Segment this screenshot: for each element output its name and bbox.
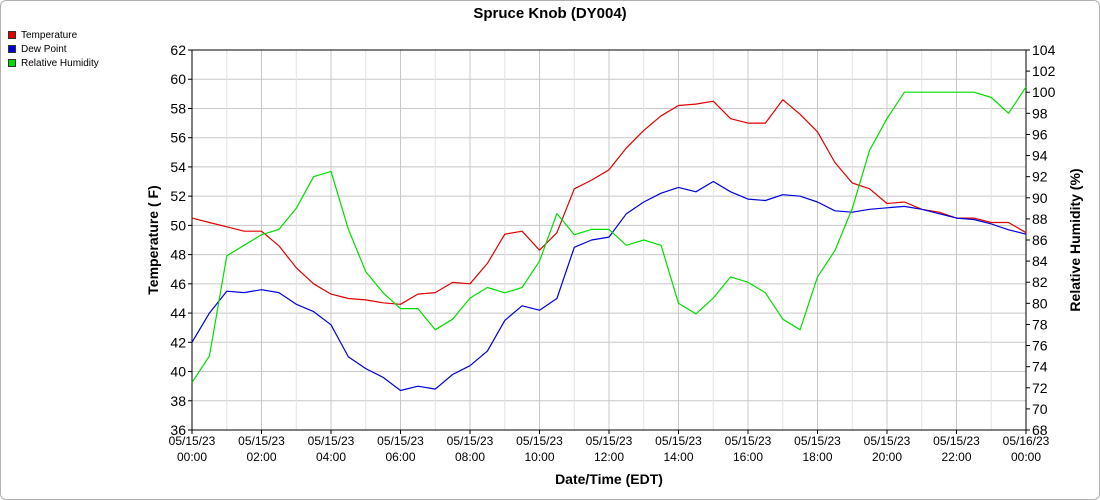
y-right-tick-label: 88: [1032, 211, 1048, 227]
y-right-tick-label: 72: [1032, 380, 1048, 396]
y-left-tick-label: 50: [170, 217, 186, 233]
x-tick-label-date: 05/15/23: [794, 434, 841, 448]
x-tick-label-time: 00:00: [177, 450, 207, 464]
y-left-tick-label: 60: [170, 71, 186, 87]
plot-border: [191, 49, 1027, 431]
y-right-tick-label: 90: [1032, 190, 1048, 206]
y-left-tick-label: 58: [170, 100, 186, 116]
x-tick-label-time: 18:00: [802, 450, 832, 464]
y-right-tick-label: 102: [1032, 63, 1056, 79]
series-line-temperature: [191, 99, 1027, 305]
legend-item-dew-point: Dew Point: [8, 42, 99, 56]
legend-swatch-dew-point: [8, 45, 16, 53]
x-tick-label-date: 05/15/23: [864, 434, 911, 448]
x-axis-label: Date/Time (EDT): [555, 471, 663, 487]
x-tick-label-date: 05/15/23: [308, 434, 355, 448]
y-right-tick-label: 104: [1032, 42, 1056, 58]
x-tick-label-date: 05/15/23: [725, 434, 772, 448]
legend-swatch-temperature: [8, 31, 16, 39]
chart-legend: Temperature Dew Point Relative Humidity: [8, 28, 99, 70]
y-left-tick-label: 38: [170, 393, 186, 409]
y-right-tick-label: 68: [1032, 422, 1048, 438]
y-left-tick-label: 36: [170, 422, 186, 438]
x-tick-label-date: 05/15/23: [655, 434, 702, 448]
y-left-tick-label: 40: [170, 364, 186, 380]
x-tick-label-time: 02:00: [246, 450, 276, 464]
legend-swatch-relative-humidity: [8, 59, 16, 67]
y-right-tick-label: 70: [1032, 401, 1048, 417]
y-right-tick-label: 92: [1032, 169, 1048, 185]
y-right-tick-label: 86: [1032, 232, 1048, 248]
x-tick-label-time: 16:00: [733, 450, 763, 464]
x-tick-label-date: 05/15/23: [586, 434, 633, 448]
x-tick-label-date: 05/15/23: [516, 434, 563, 448]
y-right-axis-label: Relative Humidity (%): [1067, 168, 1083, 311]
y-left-tick-label: 46: [170, 276, 186, 292]
y-left-tick-label: 54: [170, 159, 186, 175]
x-tick-label-time: 14:00: [663, 450, 693, 464]
x-tick-label-date: 05/15/23: [447, 434, 494, 448]
y-left-tick-label: 42: [170, 334, 186, 350]
legend-item-temperature: Temperature: [8, 28, 99, 42]
legend-item-relative-humidity: Relative Humidity: [8, 56, 99, 70]
series-line-relative-humidity: [191, 86, 1027, 383]
y-right-tick-label: 96: [1032, 126, 1048, 142]
y-left-axis-label: Temperature ( F): [145, 185, 161, 294]
x-tick-label-time: 22:00: [941, 450, 971, 464]
x-tick-label-time: 08:00: [455, 450, 485, 464]
y-right-tick-label: 76: [1032, 338, 1048, 354]
y-left-tick-label: 56: [170, 130, 186, 146]
x-tick-label-date: 05/16/23: [1003, 434, 1050, 448]
legend-label-relative-humidity: Relative Humidity: [21, 57, 99, 69]
y-left-tick-label: 44: [170, 305, 186, 321]
y-right-tick-label: 82: [1032, 274, 1048, 290]
x-tick-label-date: 05/15/23: [238, 434, 285, 448]
x-tick-label-time: 06:00: [385, 450, 415, 464]
x-tick-label-time: 12:00: [594, 450, 624, 464]
x-tick-label-time: 20:00: [872, 450, 902, 464]
y-right-tick-label: 80: [1032, 295, 1048, 311]
y-left-tick-label: 52: [170, 188, 186, 204]
y-right-tick-label: 98: [1032, 105, 1048, 121]
x-tick-label-time: 00:00: [1011, 450, 1041, 464]
y-right-tick-label: 78: [1032, 316, 1048, 332]
y-left-tick-label: 48: [170, 247, 186, 263]
y-left-tick-label: 62: [170, 42, 186, 58]
x-tick-label-date: 05/15/23: [169, 434, 216, 448]
series-line-dew-point: [191, 180, 1027, 392]
legend-label-temperature: Temperature: [21, 29, 78, 41]
y-right-tick-label: 74: [1032, 359, 1048, 375]
x-tick-label-time: 04:00: [316, 450, 346, 464]
legend-label-dew-point: Dew Point: [21, 43, 67, 55]
y-right-tick-label: 94: [1032, 148, 1048, 164]
y-right-tick-label: 84: [1032, 253, 1048, 269]
y-right-tick-label: 100: [1032, 84, 1056, 100]
x-tick-label-time: 10:00: [524, 450, 554, 464]
x-tick-label-date: 05/15/23: [933, 434, 980, 448]
chart-title: Spruce Knob (DY004): [473, 5, 627, 22]
x-tick-label-date: 05/15/23: [377, 434, 424, 448]
